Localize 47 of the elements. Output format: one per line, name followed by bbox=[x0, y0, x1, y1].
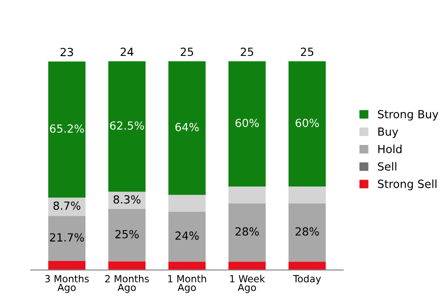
bar bbox=[48, 198, 86, 216]
annotation: 25 bbox=[180, 48, 194, 56]
data-label: 28% bbox=[296, 227, 319, 236]
data-label: 25% bbox=[115, 230, 139, 238]
legend-label: Sell bbox=[378, 162, 396, 171]
bar bbox=[168, 262, 206, 270]
data-label: 28% bbox=[236, 227, 259, 236]
bar bbox=[228, 61, 266, 187]
bar bbox=[168, 61, 206, 195]
legend-label: Hold bbox=[378, 144, 402, 154]
x-tick-label: 2 Months Ago bbox=[105, 274, 149, 293]
x-tick-label: Today bbox=[293, 274, 321, 284]
bar bbox=[48, 261, 86, 270]
bar bbox=[108, 192, 146, 210]
data-label: 60% bbox=[236, 118, 259, 128]
bar bbox=[288, 203, 326, 262]
legend-label: Buy bbox=[378, 128, 398, 138]
bar bbox=[288, 61, 326, 187]
bar bbox=[168, 194, 206, 212]
bar bbox=[108, 209, 146, 262]
bar bbox=[108, 261, 146, 270]
legend-label: Strong Buy bbox=[378, 110, 438, 121]
data-label: 65.2% bbox=[50, 124, 84, 133]
annotation: 23 bbox=[60, 48, 74, 56]
bar bbox=[228, 186, 266, 204]
x-tick-label: 1 Week Ago bbox=[230, 274, 266, 293]
bar bbox=[228, 203, 266, 262]
data-label: 64% bbox=[175, 122, 199, 132]
x-tick-label: 3 Months Ago bbox=[45, 274, 89, 293]
data-label: 60% bbox=[296, 118, 319, 128]
data-label: 8.3% bbox=[114, 195, 140, 204]
bar bbox=[288, 186, 326, 204]
data-label: 21.7% bbox=[50, 233, 84, 242]
bar bbox=[108, 61, 146, 192]
annotation: 25 bbox=[300, 48, 314, 56]
bar bbox=[288, 262, 326, 270]
bar bbox=[48, 62, 86, 198]
x-tick-label: 1 Month Ago bbox=[168, 274, 206, 293]
data-label: 24% bbox=[175, 231, 199, 240]
bar bbox=[48, 216, 86, 262]
annotation: 25 bbox=[240, 48, 254, 56]
bar bbox=[168, 212, 206, 262]
legend-label: Strong Sell bbox=[378, 179, 436, 190]
bar bbox=[228, 262, 266, 270]
data-label: 62.5% bbox=[110, 121, 144, 130]
annotation: 24 bbox=[120, 48, 134, 56]
data-label: 8.7% bbox=[53, 201, 80, 210]
